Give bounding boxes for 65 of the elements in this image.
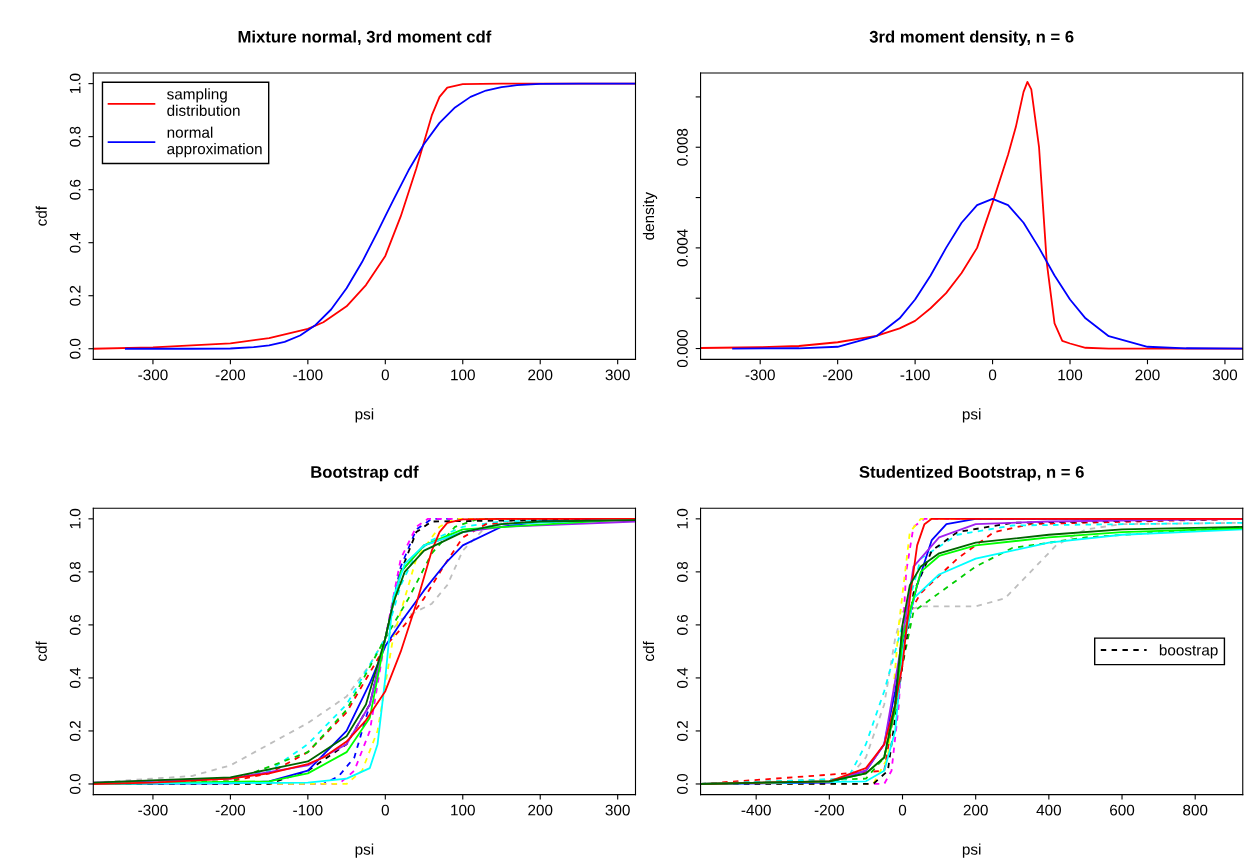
x-axis-title: psi (962, 843, 981, 858)
x-tick-label: 0 (381, 369, 389, 381)
y-tick-label: 0.6 (677, 614, 688, 635)
y-tick-label: 0.4 (69, 667, 81, 688)
y-axis-title: density (642, 192, 658, 240)
y-axis-title: cdf (642, 641, 655, 661)
legend-label: sampling distribution (167, 88, 240, 116)
x-tick-label: 0 (898, 804, 907, 816)
chart-title: Studentized Bootstrap, n = 6 (859, 465, 1084, 482)
y-tick-label: 0.2 (69, 721, 81, 741)
y-tick-label: 0.2 (69, 285, 81, 306)
y-tick-label: 0.008 (677, 128, 688, 166)
chart-title: Bootstrap cdf (311, 465, 419, 482)
x-tick-label: -100 (293, 369, 323, 381)
chart-title: Mixture normal, 3rd moment cdf (238, 30, 492, 46)
y-tick-label: 0.0 (69, 773, 81, 794)
x-axis-title: psi (962, 408, 981, 423)
chart-title: 3rd moment density, n = 6 (869, 30, 1074, 46)
x-tick-label: -300 (745, 369, 775, 381)
y-tick-label: 0.4 (69, 232, 81, 253)
x-tick-label: -100 (900, 369, 930, 381)
x-axis-title: psi (355, 408, 374, 423)
legend-label: normal approximation (167, 126, 262, 158)
y-tick-label: 0.004 (677, 229, 688, 267)
x-tick-label: 200 (528, 804, 553, 816)
x-tick-label: -200 (215, 369, 246, 381)
y-tick-label: 0.2 (677, 721, 688, 741)
x-tick-label: 400 (1036, 804, 1061, 816)
y-tick-label: 0.000 (677, 330, 688, 368)
x-tick-label: -400 (741, 804, 771, 816)
y-axis-title: cdf (35, 205, 47, 226)
x-tick-label: 100 (451, 804, 475, 816)
x-tick-label: 300 (605, 369, 630, 381)
y-tick-label: 0.4 (677, 667, 688, 688)
x-tick-label: 800 (1183, 804, 1208, 816)
x-tick-label: -200 (215, 804, 246, 816)
x-tick-label: 600 (1110, 804, 1135, 816)
x-tick-label: 200 (963, 804, 988, 816)
y-tick-label: 1.0 (69, 508, 81, 529)
y-tick-label: 0.0 (677, 773, 688, 794)
y-tick-label: 0.6 (69, 614, 81, 635)
x-tick-label: 200 (1135, 369, 1160, 381)
y-tick-label: 1.0 (677, 508, 688, 529)
x-tick-label: 0 (988, 369, 997, 381)
x-tick-label: 200 (528, 369, 553, 381)
y-tick-label: 1.0 (69, 73, 81, 94)
line-series (732, 197, 1243, 350)
x-tick-label: 300 (1212, 369, 1238, 381)
y-tick-label: 0.8 (69, 561, 81, 582)
x-axis-title: psi (355, 843, 374, 858)
y-tick-label: 0.8 (69, 126, 81, 147)
x-tick-label: 300 (605, 804, 630, 816)
y-axis-title: cdf (35, 641, 47, 661)
x-tick-label: -200 (814, 804, 845, 816)
legend-label: boostrap (1159, 644, 1218, 659)
x-tick-label: 100 (1058, 369, 1083, 381)
x-tick-label: 100 (451, 369, 475, 381)
y-tick-label: 0.8 (677, 561, 688, 582)
x-tick-label: 0 (381, 804, 389, 816)
x-tick-label: -100 (293, 804, 323, 816)
y-tick-label: 0.6 (69, 179, 81, 200)
x-tick-label: -200 (823, 369, 853, 381)
x-tick-label: -300 (138, 804, 168, 816)
x-tick-label: -300 (138, 369, 168, 381)
y-tick-label: 0.0 (69, 338, 81, 359)
